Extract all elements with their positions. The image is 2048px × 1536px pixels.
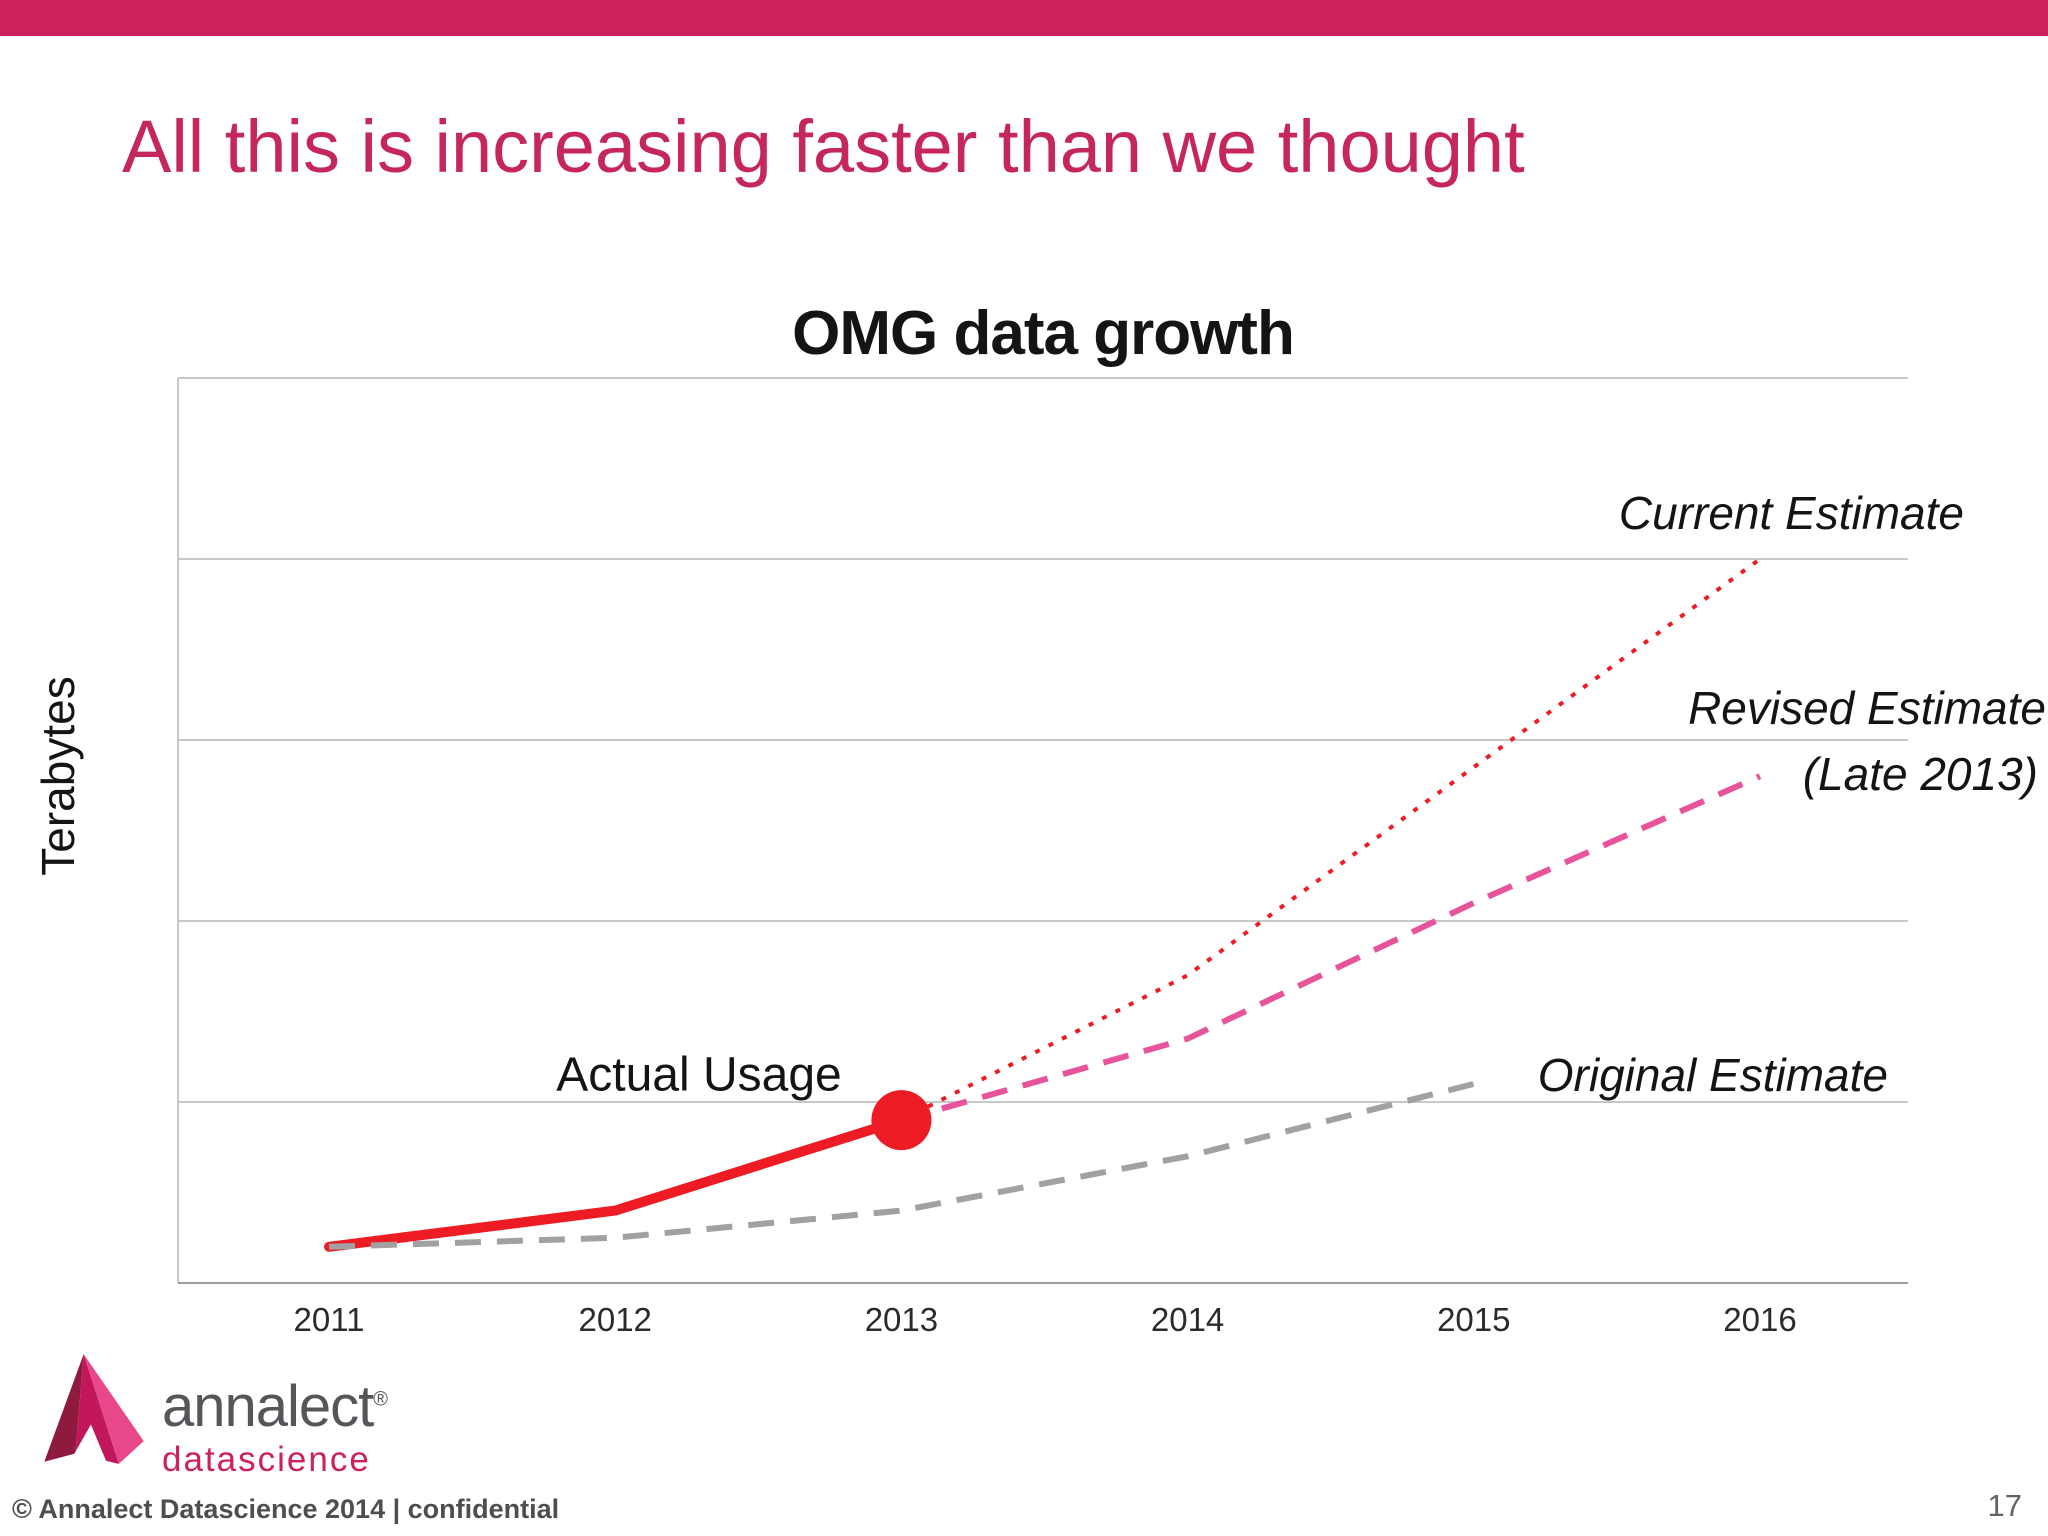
chart-title: OMG data growth <box>792 299 1295 368</box>
page-number: 17 <box>1987 1488 2022 1523</box>
svg-text:2016: 2016 <box>1723 1301 1796 1338</box>
top-accent-bar <box>0 0 2048 36</box>
svg-text:2015: 2015 <box>1437 1301 1510 1338</box>
svg-text:2012: 2012 <box>578 1301 651 1338</box>
annalect-logo: annalect® datascience <box>42 1352 388 1480</box>
annotation-current-estimate: Current Estimate <box>1618 487 1964 539</box>
svg-text:2014: 2014 <box>1151 1301 1224 1338</box>
logo-text: annalect® datascience <box>162 1352 388 1480</box>
svg-text:2011: 2011 <box>294 1301 365 1338</box>
y-axis-label: Terabytes <box>32 676 84 876</box>
line-chart: 2011 2012 2013 2014 2015 2016 <box>177 377 1908 1338</box>
logo-subtitle: datascience <box>162 1440 371 1479</box>
registered-trademark-mark: ® <box>373 1388 388 1411</box>
annotation-revised-estimate: Revised Estimate <box>1688 682 2046 734</box>
annotation-original-estimate: Original Estimate <box>1537 1049 1888 1101</box>
plot-area: 2011 2012 2013 2014 2015 2016 <box>177 377 1908 1338</box>
annotation-actual-usage: Actual Usage <box>556 1048 842 1102</box>
logo-wordmark: annalect® <box>162 1378 388 1436</box>
logo-name-text: annalect <box>162 1374 374 1439</box>
footer-copyright: © Annalect Datascience 2014 | confidenti… <box>12 1494 560 1524</box>
annotation-revised-estimate-late-2013: (Late 2013) <box>1802 748 2038 800</box>
svg-text:2013: 2013 <box>865 1301 938 1338</box>
slide-title: All this is increasing faster than we th… <box>122 105 1525 188</box>
annalect-logo-icon <box>44 1354 144 1464</box>
